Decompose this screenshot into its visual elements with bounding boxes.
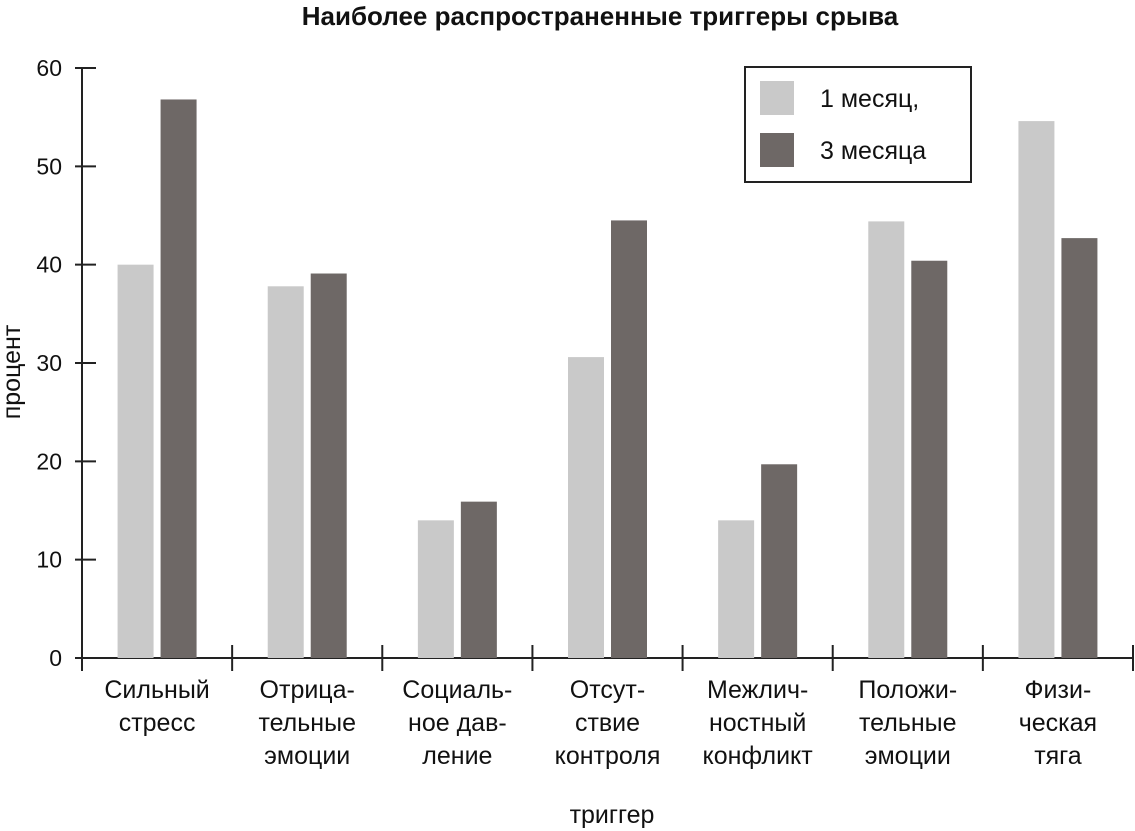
x-tick-label: Физи-ческая тяга bbox=[1019, 676, 1097, 770]
x-tick-label: Положи-тельные эмоции bbox=[858, 676, 957, 770]
legend: 1 месяц, 3 месяца bbox=[744, 66, 972, 183]
x-tick-label: Социаль-ное дав-ление bbox=[402, 676, 512, 770]
x-tick-label: Отсут-ствие контроля bbox=[555, 676, 661, 770]
bar-series-2 bbox=[160, 99, 197, 658]
legend-swatch bbox=[760, 81, 794, 115]
bar-series-1 bbox=[117, 264, 154, 658]
x-axis: Сильный стресс Отрица-тельные эмоции Социаль… bbox=[81, 645, 1134, 770]
bar-series-2 bbox=[761, 464, 798, 658]
chart-title: Наиболее распространенные триггеры срыва bbox=[302, 1, 899, 31]
x-tick-label: Сильный стресс bbox=[104, 676, 209, 737]
y-tick-label: 30 bbox=[36, 350, 62, 376]
x-axis-label: триггер bbox=[570, 801, 655, 829]
bar-series-1 bbox=[267, 286, 304, 658]
bar-series-2 bbox=[611, 220, 647, 658]
bar-series-1 bbox=[1018, 121, 1055, 659]
y-tick-label: 50 bbox=[36, 153, 62, 179]
x-tick-label: Межлич-ностный конфликт bbox=[703, 676, 814, 770]
bars bbox=[117, 99, 1098, 659]
y-tick-label: 0 bbox=[49, 645, 62, 671]
bar-series-2 bbox=[911, 260, 948, 658]
legend-swatch bbox=[760, 133, 794, 167]
y-tick-label: 60 bbox=[36, 55, 62, 81]
legend-label: 1 месяц, bbox=[820, 85, 919, 113]
bar-series-1 bbox=[568, 357, 604, 658]
bar-series-1 bbox=[417, 520, 454, 658]
bar-series-2 bbox=[310, 273, 347, 658]
y-axis-label: процент bbox=[0, 324, 26, 419]
bar-series-2 bbox=[1061, 238, 1098, 658]
bar-series-2 bbox=[460, 501, 497, 658]
bar-series-1 bbox=[718, 520, 755, 658]
bar-series-1 bbox=[868, 221, 905, 658]
y-axis: 0 10 20 30 40 50 60 bbox=[36, 55, 96, 671]
y-tick-label: 10 bbox=[36, 547, 62, 573]
y-tick-label: 40 bbox=[36, 252, 62, 278]
y-tick-label: 20 bbox=[36, 448, 62, 474]
legend-label: 3 месяца bbox=[820, 137, 926, 165]
x-tick-label: Отрица-тельные эмоции bbox=[258, 676, 356, 770]
